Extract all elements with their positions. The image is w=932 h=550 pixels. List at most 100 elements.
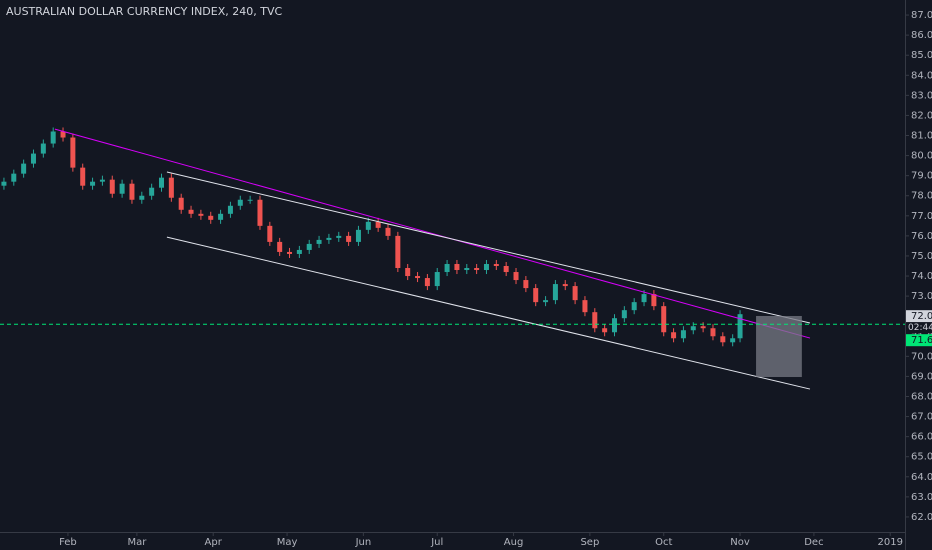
x-tick-label: Apr <box>205 537 223 548</box>
chart-title: AUSTRALIAN DOLLAR CURRENCY INDEX, 240, T… <box>6 5 282 18</box>
y-tick-label: 83.0 <box>911 90 932 101</box>
candle-body <box>395 235 401 269</box>
candle-body <box>30 153 36 164</box>
candle-body <box>139 195 145 200</box>
candle-body <box>621 310 627 319</box>
candle-body <box>80 167 86 186</box>
candle-body <box>385 227 391 236</box>
candle-body <box>375 221 381 228</box>
x-tick-label: Nov <box>730 537 750 548</box>
y-tick-label: 64.0 <box>911 472 932 483</box>
y-tick-label: 86.0 <box>911 30 932 41</box>
y-tick-label: 84.0 <box>911 70 932 81</box>
candle-body <box>218 213 224 220</box>
candle-body <box>680 330 686 339</box>
candle-body <box>40 143 46 154</box>
candle-body <box>247 199 253 201</box>
candle-body <box>730 338 736 343</box>
candle-body <box>424 278 430 287</box>
candle-body <box>631 302 637 311</box>
candle-body <box>168 177 174 198</box>
candle-body <box>1 181 7 186</box>
x-tick-label: 2019 <box>878 537 903 548</box>
trend-line <box>166 171 811 324</box>
y-tick-label: 76.0 <box>911 231 932 242</box>
x-tick-label: Sep <box>580 537 599 548</box>
candle-body <box>444 263 450 273</box>
candle-body <box>277 241 283 252</box>
y-tick-label: 68.0 <box>911 391 932 402</box>
candle-body <box>415 276 421 279</box>
y-tick-label: 87.0 <box>911 10 932 21</box>
x-tick-label: Jun <box>355 537 372 548</box>
countdown: 02:44 <box>908 323 932 333</box>
x-tick-label: Aug <box>504 537 524 548</box>
candle-body <box>355 229 361 242</box>
y-tick-label: 78.0 <box>911 191 932 202</box>
candle-body <box>21 163 27 174</box>
candle-body <box>690 326 696 331</box>
candle-body <box>159 177 165 188</box>
candle-body <box>109 179 115 194</box>
candle-body <box>464 268 470 271</box>
candle-body <box>99 179 105 182</box>
y-tick-label: 74.0 <box>911 271 932 282</box>
candle-body <box>336 235 342 238</box>
candle-body <box>188 209 194 214</box>
candle-body <box>287 251 293 254</box>
countdown-box <box>906 322 932 334</box>
y-tick-label: 75.0 <box>911 251 932 262</box>
trend-line <box>166 236 811 390</box>
y-tick-label: 63.0 <box>911 492 932 503</box>
y-tick-label: 66.0 <box>911 432 932 443</box>
y-tick-label: 77.0 <box>911 211 932 222</box>
x-tick-label: Feb <box>59 537 77 548</box>
candle-body <box>700 326 706 329</box>
candle-body <box>710 328 716 337</box>
candle-body <box>582 300 588 313</box>
candle-body <box>227 205 233 214</box>
y-tick-label: 82.0 <box>911 110 932 121</box>
candle-body <box>316 239 322 244</box>
y-tick-label: 69.0 <box>911 371 932 382</box>
candle-body <box>70 137 76 168</box>
candle-body <box>720 336 726 343</box>
price-line-box <box>906 334 932 347</box>
candle-body <box>543 300 549 303</box>
candle-body <box>267 225 273 242</box>
candle-body <box>237 199 243 206</box>
plot-area <box>0 127 905 390</box>
candle-body <box>661 306 667 333</box>
price-line-label: 71.6 <box>911 335 932 346</box>
candle-body <box>503 266 509 273</box>
candle-body <box>257 199 263 226</box>
candle-body <box>493 263 499 266</box>
candle-body <box>11 173 17 182</box>
candle-body <box>306 243 312 250</box>
x-tick-label: Mar <box>127 537 147 548</box>
projection-box <box>756 315 802 378</box>
candle-body <box>562 284 568 287</box>
candle-body <box>474 268 480 271</box>
y-tick-label: 70.0 <box>911 351 932 362</box>
candle-body <box>671 332 677 339</box>
candle-body <box>119 183 125 194</box>
x-tick-label: Dec <box>804 537 823 548</box>
candle-body <box>326 237 332 240</box>
y-tick-label: 79.0 <box>911 171 932 182</box>
candle-body <box>651 294 657 307</box>
y-tick-label: 67.0 <box>911 412 932 423</box>
candle-body <box>523 280 529 289</box>
y-tick-label: 80.0 <box>911 151 932 162</box>
candle-body <box>50 131 56 144</box>
candle-body <box>208 215 214 220</box>
y-tick-label: 62.0 <box>911 512 932 523</box>
candle-body <box>178 197 184 210</box>
candle-body <box>60 131 66 138</box>
candle-body <box>365 221 371 230</box>
candle-body <box>149 187 155 196</box>
candle-body <box>592 312 598 329</box>
trend-line <box>54 128 811 339</box>
last-price-label: 72.0 <box>911 311 932 322</box>
y-tick-label: 65.0 <box>911 452 932 463</box>
